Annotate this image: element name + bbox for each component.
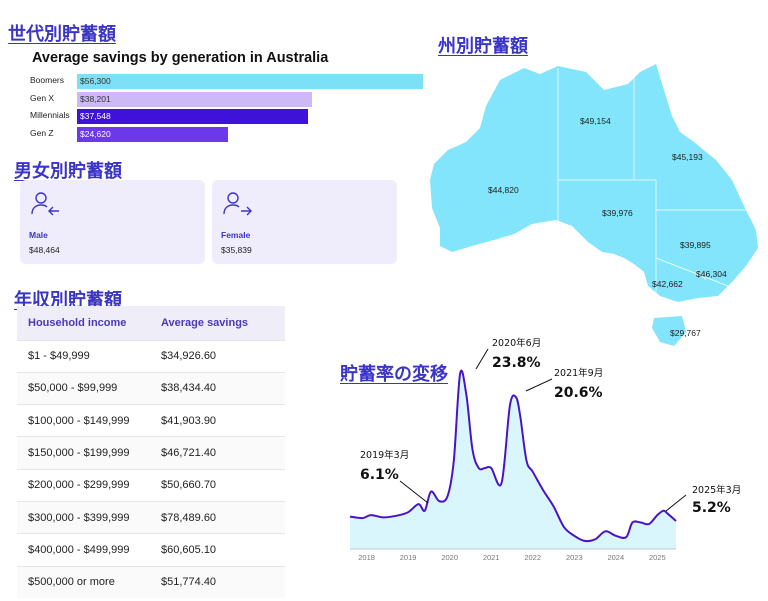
savings-rate-area	[350, 370, 676, 549]
state-value-act: $46,304	[696, 269, 727, 279]
x-tick-label: 2019	[400, 553, 417, 562]
state-value-sa: $39,976	[602, 208, 633, 218]
australia-state-map: $44,820 $49,154 $45,193 $39,976 $39,895 …	[428, 60, 768, 360]
tasmania	[652, 316, 686, 346]
gender-value: $35,839	[221, 245, 252, 255]
bar-row: Gen Z $24,620	[28, 126, 428, 142]
generation-section-title: 世代別貯蓄額	[8, 24, 116, 45]
bar-category-label: Millennials	[30, 110, 70, 120]
annotation-value: 20.6%	[554, 385, 603, 401]
bar-category-label: Boomers	[30, 75, 65, 85]
average-savings-cell: $51,774.40	[150, 565, 285, 599]
australia-mainland	[430, 64, 758, 302]
annotation-date: 2021年9月	[554, 368, 604, 379]
x-tick-label: 2025	[649, 553, 666, 562]
income-range-cell: $200,000 - $299,999	[17, 468, 150, 502]
state-value-nsw: $39,895	[680, 240, 711, 250]
gender-section-title: 男女別貯蓄額	[14, 161, 122, 182]
bar-category-label: Gen Z	[30, 127, 54, 138]
table-row: $50,000 - $99,999 $38,434.40	[17, 371, 285, 405]
state-value-qld: $45,193	[672, 152, 703, 162]
bar-value-label: $24,620	[80, 128, 111, 139]
table-row: $1 - $49,999 $34,926.60	[17, 339, 285, 373]
gender-label: Male	[29, 230, 48, 240]
generation-bar-chart: Average savings by generation in Austral…	[28, 48, 428, 148]
column-header: Average savings	[150, 306, 285, 340]
savings-rate-line	[349, 369, 677, 543]
average-savings-cell: $38,434.40	[150, 371, 285, 405]
state-section-title: 州別貯蓄額	[438, 36, 528, 57]
bar-category-label: Gen X	[30, 92, 55, 103]
annotation-value: 5.2%	[692, 500, 731, 516]
income-range-cell: $400,000 - $499,999	[17, 533, 150, 567]
state-value-wa: $44,820	[488, 185, 519, 195]
income-range-cell: $1 - $49,999	[17, 339, 150, 373]
state-value-tas: $29,767	[670, 328, 701, 338]
savings-rate-line-chart: 2018 2019 2020 2021 2022 2023 2024 2025 2019年3月…	[340, 325, 768, 601]
annotation-leader-line	[399, 480, 429, 504]
rate-section-title: 貯蓄率の変移	[340, 364, 448, 385]
person-arrow-right-icon	[223, 192, 252, 216]
x-tick-label: 2023	[566, 553, 583, 562]
table-row: $200,000 - $299,999 $50,660.70	[17, 468, 285, 502]
bar: $24,620	[77, 126, 229, 142]
average-savings-cell: $60,605.10	[150, 533, 285, 567]
bar-value-label: $56,300	[80, 76, 111, 86]
bar-row: Boomers $56,300	[28, 74, 428, 89]
income-savings-table: Household income Average savings $1 - $4…	[17, 306, 285, 599]
average-savings-cell: $34,926.60	[150, 339, 285, 373]
annotation-leader-line	[665, 494, 687, 512]
annotation-value: 23.8%	[492, 355, 541, 371]
x-tick-label: 2021	[483, 553, 500, 562]
income-section-title: 年収別貯蓄額	[14, 290, 122, 311]
annotation-date: 2025年3月	[692, 485, 742, 496]
bar: $38,201	[77, 91, 312, 107]
gender-label: Female	[221, 230, 251, 240]
average-savings-cell: $41,903.90	[150, 404, 285, 437]
gender-card-male: Male $48,464	[20, 180, 205, 264]
x-tick-label: 2024	[607, 553, 624, 562]
income-range-cell: $300,000 - $399,999	[17, 500, 150, 534]
state-borders	[557, 68, 746, 296]
x-tick-label: 2018	[358, 553, 375, 562]
annotation-leader-line	[525, 378, 553, 392]
savings-rate-plot: 2018 2019 2020 2021 2022 2023 2024 2025	[349, 348, 687, 562]
income-range-cell: $150,000 - $199,999	[17, 436, 150, 470]
australia-map-shape	[430, 64, 758, 346]
annotation-date: 2020年6月	[492, 338, 542, 349]
person-arrow-left-icon	[31, 192, 59, 216]
income-range-cell: $50,000 - $99,999	[17, 371, 150, 405]
gender-card-female: Female $35,839	[212, 180, 397, 264]
annotation-date: 2019年3月	[360, 450, 410, 461]
table-header-row: Household income Average savings	[17, 306, 285, 340]
income-range-cell: $500,000 or more	[17, 565, 150, 599]
annotation-value: 6.1%	[360, 467, 399, 483]
table-row: $100,000 - $149,999 $41,903.90	[17, 404, 285, 437]
x-tick-label: 2022	[524, 553, 541, 562]
bar-row: Millennials $37,548	[28, 109, 428, 124]
table-row: $150,000 - $199,999 $46,721.40	[17, 436, 285, 470]
income-range-cell: $100,000 - $149,999	[17, 404, 150, 437]
table-row: $300,000 - $399,999 $78,489.60	[17, 500, 285, 534]
table-row: $400,000 - $499,999 $60,605.10	[17, 533, 285, 567]
bar: $37,548	[77, 109, 308, 124]
table-row: $500,000 or more $51,774.40	[17, 565, 285, 599]
bar-value-label: $38,201	[80, 93, 111, 104]
bar-value-label: $37,548	[80, 111, 111, 121]
gender-value: $48,464	[29, 245, 60, 255]
state-value-nt: $49,154	[580, 116, 611, 126]
annotation-leader-line	[475, 348, 489, 370]
average-savings-cell: $50,660.70	[150, 468, 285, 502]
state-value-vic: $42,662	[652, 279, 683, 289]
bar: $56,300	[77, 74, 423, 89]
x-tick-label: 2020	[441, 553, 458, 562]
bar-row: Gen X $38,201	[28, 91, 428, 107]
average-savings-cell: $46,721.40	[150, 436, 285, 470]
generation-chart-title: Average savings by generation in Austral…	[32, 50, 329, 66]
average-savings-cell: $78,489.60	[150, 500, 285, 534]
column-header: Household income	[17, 306, 150, 340]
